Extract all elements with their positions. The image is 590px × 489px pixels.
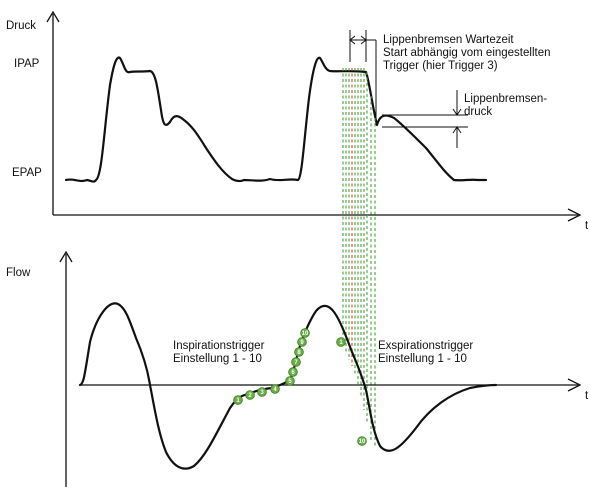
insp-marker-4: 4 <box>270 384 280 394</box>
insp-marker-7: 7 <box>291 357 301 367</box>
insp-marker-1: 1 <box>233 395 243 405</box>
expiration-trigger-markers: 1 10 <box>336 337 367 446</box>
flow-curve <box>78 302 498 470</box>
bremsdruck-text-1: Lippenbremsen- <box>464 93 547 105</box>
insp-trigger-text-2: Einstellung 1 - 10 <box>173 353 262 365</box>
svg-text:7: 7 <box>294 360 298 366</box>
insp-marker-10: 10 <box>300 328 310 338</box>
flow-axes <box>59 250 582 487</box>
wartezeit-text-2: Start abhängig vom eingestellten <box>383 47 551 59</box>
insp-marker-8: 8 <box>294 347 304 357</box>
insp-marker-9: 9 <box>297 337 307 347</box>
time-axis-label-bottom: t <box>585 390 589 402</box>
pressure-curve <box>64 56 488 183</box>
svg-text:1: 1 <box>339 340 343 346</box>
svg-text:3: 3 <box>260 390 264 396</box>
druck-axis-label: Druck <box>6 20 36 32</box>
svg-text:10: 10 <box>359 439 366 445</box>
wartezeit-text-1: Lippenbremsen Wartezeit <box>383 34 514 46</box>
insp-marker-6: 6 <box>288 367 298 377</box>
exsp-marker-10: 10 <box>357 436 367 446</box>
flow-axis-label: Flow <box>6 267 31 279</box>
svg-text:4: 4 <box>273 387 277 393</box>
ipap-label: IPAP <box>14 58 40 70</box>
svg-text:1: 1 <box>236 398 240 404</box>
insp-marker-3: 3 <box>257 387 267 397</box>
epap-label: EPAP <box>12 167 42 179</box>
svg-text:10: 10 <box>302 331 309 337</box>
wartezeit-text-3: Trigger (hier Trigger 3) <box>383 60 498 72</box>
svg-text:2: 2 <box>248 393 252 399</box>
exsp-trigger-text-2: Einstellung 1 - 10 <box>378 353 467 365</box>
pressure-axes <box>46 10 582 222</box>
bremsdruck-dimension <box>382 90 468 148</box>
exsp-trigger-text-1: Exspirationstrigger <box>378 340 473 352</box>
exsp-marker-1: 1 <box>336 337 346 347</box>
svg-text:9: 9 <box>300 340 304 346</box>
trigger-dashed-lines <box>342 68 376 446</box>
inspiration-trigger-markers: 1 2 3 4 5 6 7 8 9 10 <box>233 328 310 405</box>
insp-trigger-text-1: Inspirationstrigger <box>173 340 265 352</box>
wartezeit-dimension <box>349 30 377 125</box>
insp-marker-5: 5 <box>285 376 295 386</box>
bremsdruck-text-2: druck <box>464 106 492 118</box>
insp-marker-2: 2 <box>245 390 255 400</box>
svg-text:6: 6 <box>291 370 295 376</box>
time-axis-label-top: t <box>585 220 589 232</box>
svg-text:8: 8 <box>297 350 301 356</box>
svg-text:5: 5 <box>288 379 292 385</box>
